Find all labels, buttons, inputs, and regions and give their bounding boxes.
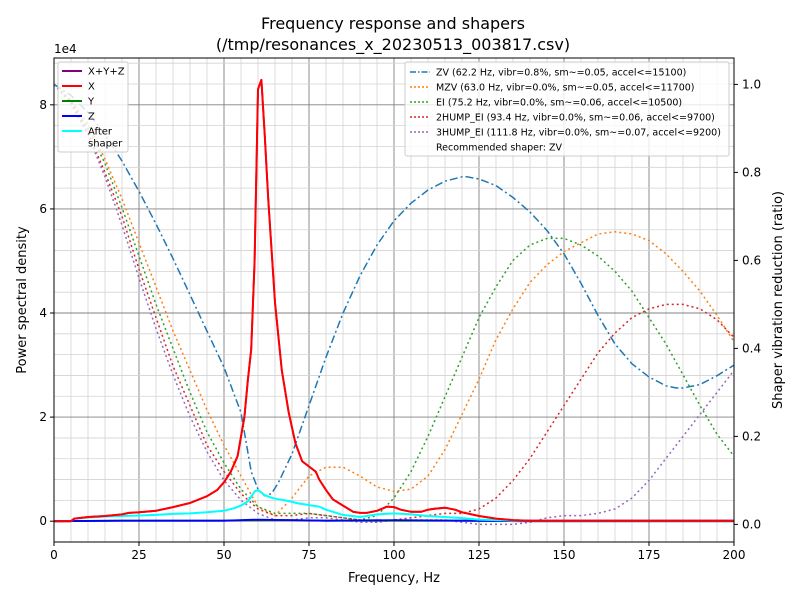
- y2-axis-label: Shaper vibration reduction (ratio): [771, 191, 786, 409]
- y2-tick-label: 0.2: [742, 429, 761, 443]
- x-axis-label: Frequency, Hz: [348, 571, 440, 586]
- y-tick-label: 0: [39, 514, 47, 528]
- legend-right-label: ZV (62.2 Hz, vibr=0.8%, sm~=0.05, accel<…: [436, 68, 686, 79]
- legend-right-label: 3HUMP_EI (111.8 Hz, vibr=0.0%, sm~=0.07,…: [436, 128, 721, 139]
- legend-right-label: EI (75.2 Hz, vibr=0.0%, sm~=0.06, accel<…: [436, 98, 682, 109]
- legend-right-label: 2HUMP_EI (93.4 Hz, vibr=0.0%, sm~=0.06, …: [436, 113, 715, 124]
- legend-right: ZV (62.2 Hz, vibr=0.8%, sm~=0.05, accel<…: [404, 61, 730, 157]
- y2-tick-label: 0.4: [742, 341, 761, 355]
- legend-left-box: [57, 61, 129, 153]
- y2-tick-label: 1.0: [742, 77, 761, 91]
- legend-right-label: Recommended shaper: ZV: [436, 143, 562, 154]
- psd-curve: [54, 489, 734, 523]
- y-tick-label: 4: [39, 306, 47, 320]
- shaper-curve: [53, 83, 735, 523]
- y-tick-label: 2: [39, 410, 47, 424]
- x-tick-label: 50: [216, 548, 231, 562]
- ticks-layer: 0 25 50 75 100 125 150 175 200 0 2 4 6 8 0.0 0.2 0.4 0.6 0…: [39, 77, 761, 562]
- grid: [53, 58, 735, 542]
- y2-tick-label: 0.6: [742, 253, 761, 267]
- shaper-curve: [53, 83, 735, 497]
- legend-left: X+Y+Z XYZ After shaper: [57, 61, 129, 153]
- legend-left-label: X: [88, 82, 95, 93]
- y-tick-label: 8: [39, 98, 47, 112]
- legend-left-label: After shaper: [88, 127, 123, 150]
- y-offset-label: 1e4: [54, 42, 77, 56]
- series-layer: [53, 78, 735, 526]
- legend-left-label: Y: [87, 97, 95, 108]
- x-tick-label: 200: [723, 548, 746, 562]
- x-tick-label: 175: [638, 548, 661, 562]
- legend-left-label: X+Y+Z: [88, 67, 125, 78]
- chart-title-line2: (/tmp/resonances_x_20230513_003817.csv): [216, 35, 570, 55]
- x-tick-label: 25: [131, 548, 146, 562]
- x-tick-label: 150: [553, 548, 576, 562]
- x-tick-label: 75: [301, 548, 316, 562]
- y2-tick-label: 0.8: [742, 165, 761, 179]
- legend-right-label: MZV (63.0 Hz, vibr=0.0%, sm~=0.05, accel…: [436, 83, 695, 94]
- psd-curve: [54, 78, 734, 523]
- legend-right-box: [404, 61, 730, 157]
- y2-tick-label: 0.0: [742, 517, 761, 531]
- x-tick-label: 125: [468, 548, 491, 562]
- x-tick-label: 100: [383, 548, 406, 562]
- shaper-curve: [53, 83, 735, 517]
- y-tick-label: 6: [39, 202, 47, 216]
- x-tick-label: 0: [50, 548, 58, 562]
- y-axis-label: Power spectral density: [15, 226, 30, 374]
- shaper-curve: [53, 83, 735, 521]
- legend-left-label: Z: [88, 112, 95, 123]
- chart-title-line1: Frequency response and shapers: [261, 14, 525, 33]
